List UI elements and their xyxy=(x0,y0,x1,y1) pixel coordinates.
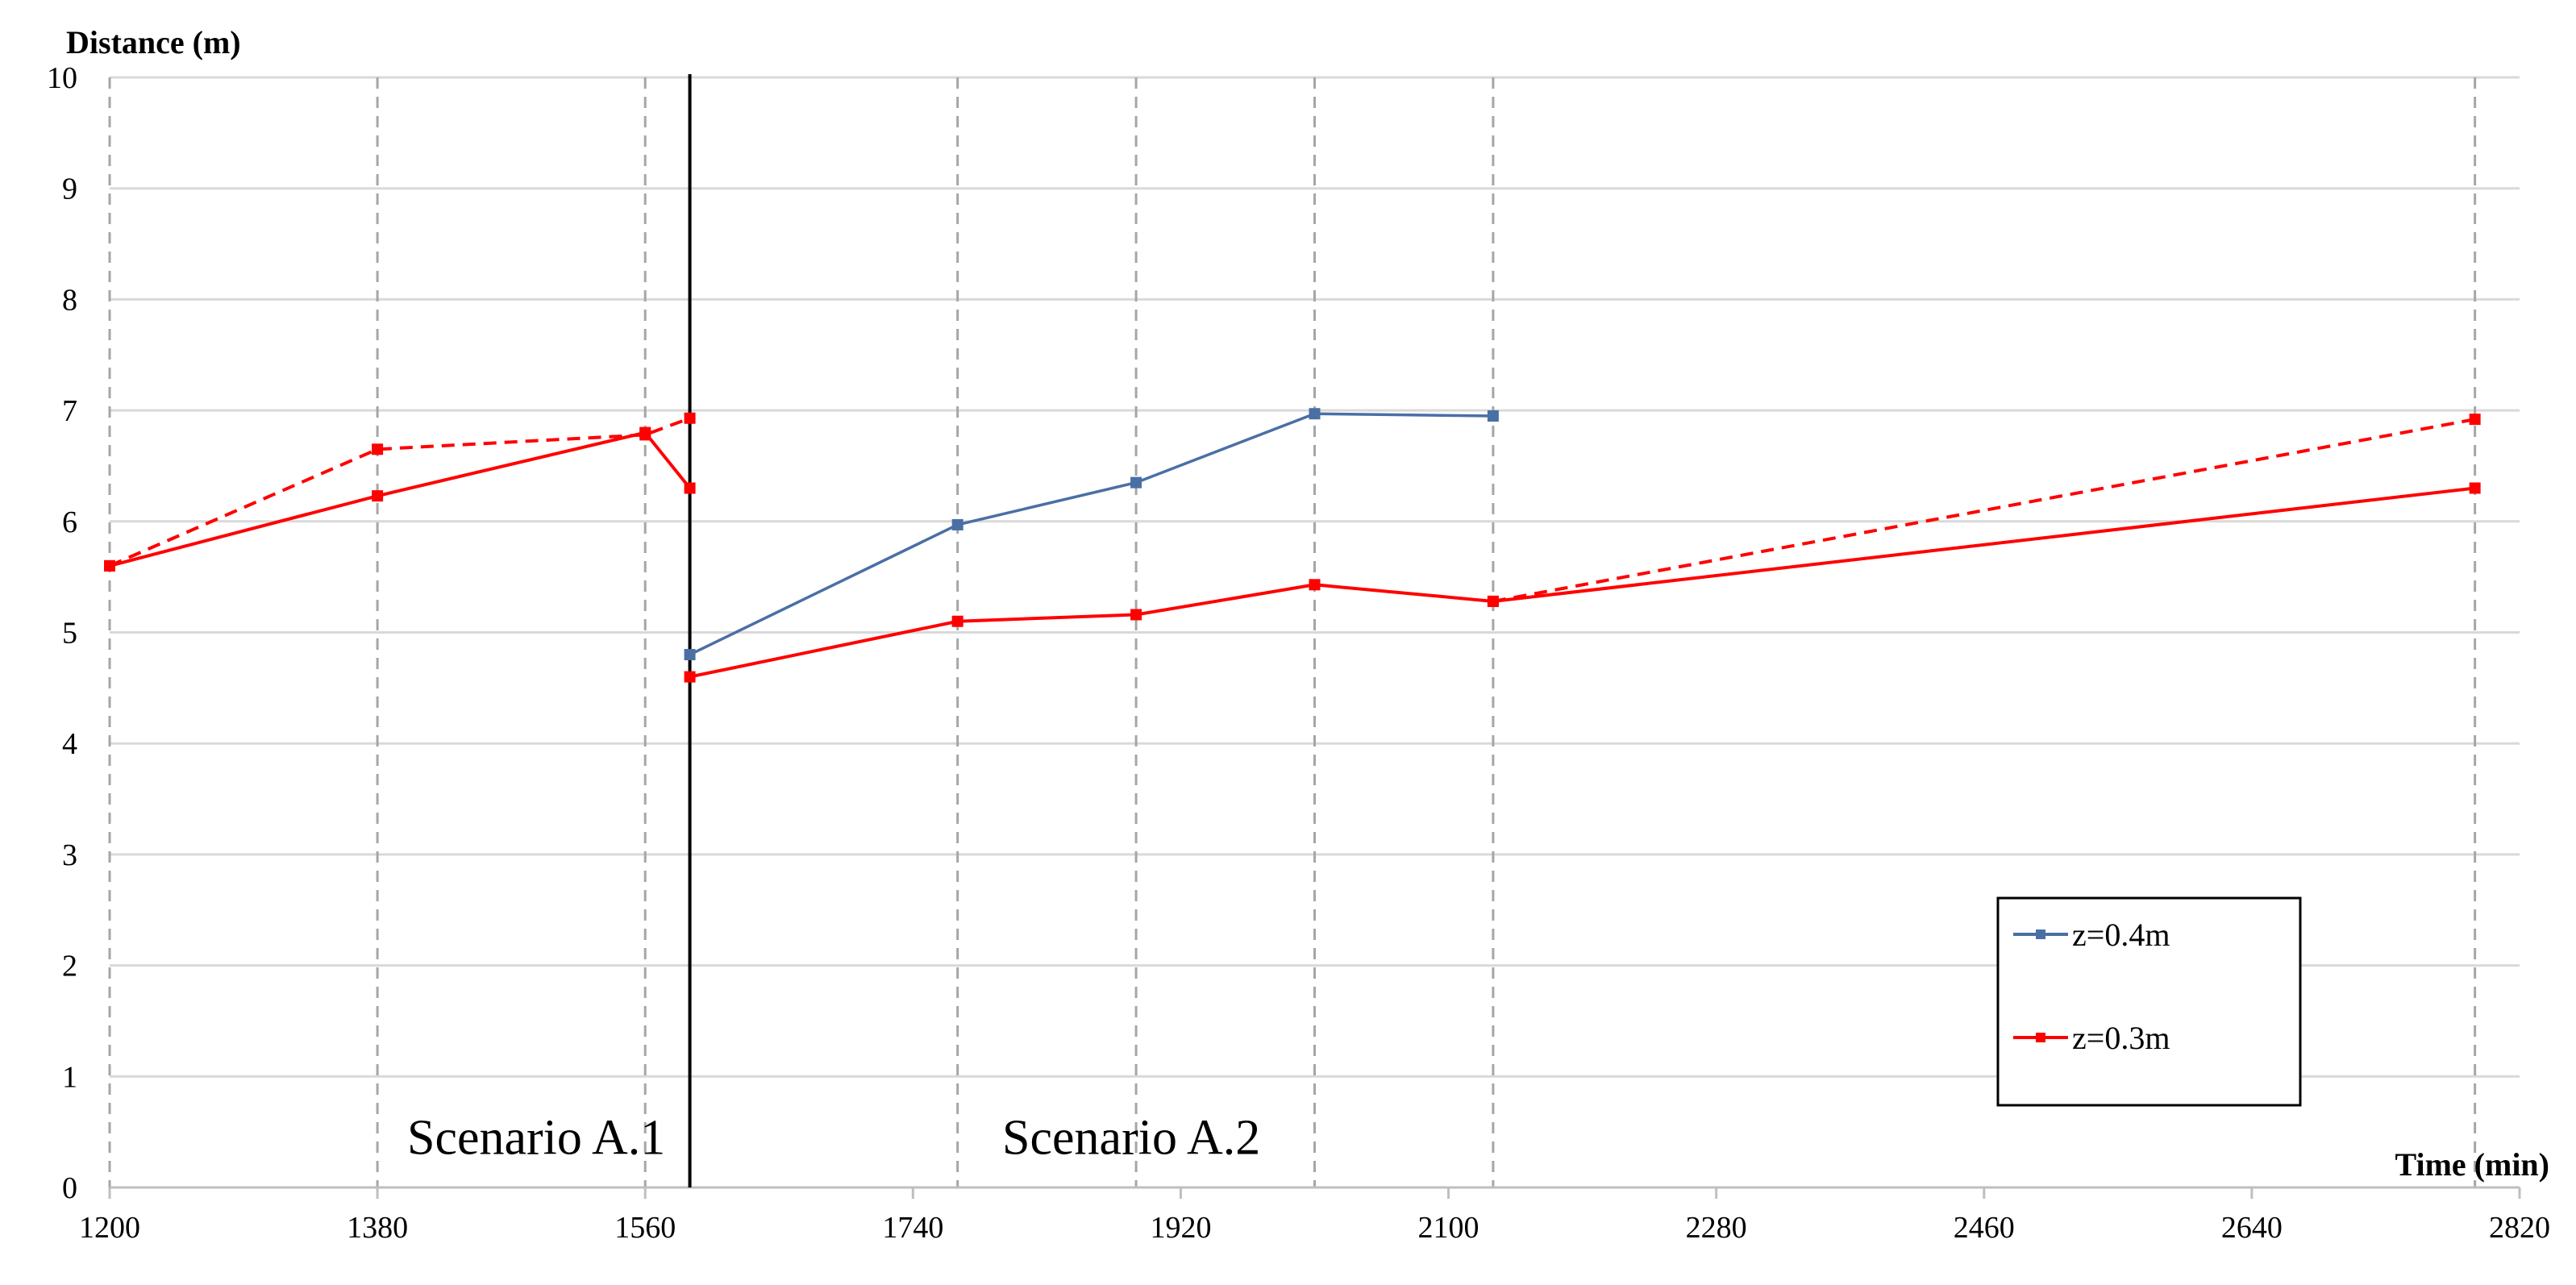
y-tick-label: 5 xyxy=(62,617,77,651)
legend: z=0.4m z=0.3m xyxy=(1996,896,2302,1107)
data-point-marker xyxy=(2469,414,2481,426)
x-tick-label: 1200 xyxy=(79,1211,140,1245)
y-tick-label: 4 xyxy=(62,727,77,761)
grid-layer xyxy=(108,76,2520,1187)
scenario-label: Scenario A.2 xyxy=(1002,1111,1260,1166)
x-tick-label: 1920 xyxy=(1150,1211,1211,1245)
y-tick-label: 3 xyxy=(62,838,77,872)
x-tick-label: 2280 xyxy=(1686,1211,1747,1245)
x-tick-label: 1560 xyxy=(614,1211,676,1245)
x-tick-label: 2100 xyxy=(1418,1211,1479,1245)
x-tick-label: 1380 xyxy=(347,1211,408,1245)
data-point-marker xyxy=(2469,482,2481,494)
data-point-marker xyxy=(684,671,696,683)
data-point-marker xyxy=(1309,579,1321,591)
y-tick-label: 0 xyxy=(62,1171,77,1205)
data-point-marker xyxy=(1130,609,1142,621)
series-line-1 xyxy=(109,430,2475,679)
legend-swatch-marker xyxy=(2036,1033,2045,1042)
legend-box xyxy=(1996,896,2302,1107)
data-point-marker xyxy=(104,559,115,572)
y-tick-label: 9 xyxy=(62,173,77,206)
y-tick-label: 1 xyxy=(62,1060,77,1094)
data-point-marker xyxy=(1487,595,1499,607)
data-point-marker xyxy=(1309,408,1321,420)
data-point-marker xyxy=(684,482,696,494)
y-tick-label: 10 xyxy=(47,61,77,95)
series-layer xyxy=(104,408,2481,683)
data-point-marker xyxy=(639,429,651,441)
series-line-2 xyxy=(109,416,691,568)
y-tick-label: 8 xyxy=(62,283,77,317)
data-point-marker xyxy=(1130,476,1142,489)
axis-layer: 1200 1380 1560 1740 1920 2100 2280 2460 2640 2820… xyxy=(47,61,2550,1245)
data-point-marker xyxy=(684,412,696,424)
legend-swatch-marker xyxy=(2036,929,2045,939)
x-axis-title: Time (min) xyxy=(2395,1146,2549,1183)
legend-label: z=0.3m xyxy=(2072,1020,2170,1056)
data-point-marker xyxy=(372,490,384,502)
data-point-marker xyxy=(372,443,384,455)
legend-label: z=0.4m xyxy=(2072,917,2170,953)
y-tick-label: 7 xyxy=(62,394,77,428)
data-point-marker xyxy=(1487,410,1499,422)
text-layer: Distance (m) Time (min) Scenario A.1 Scen… xyxy=(66,24,2549,1183)
x-tick-label: 2640 xyxy=(2221,1211,2283,1245)
x-tick-label: 2460 xyxy=(1954,1211,2015,1245)
data-point-marker xyxy=(951,615,963,627)
y-tick-label: 6 xyxy=(62,505,77,539)
scenario-label: Scenario A.1 xyxy=(407,1111,665,1166)
data-point-marker xyxy=(951,518,963,530)
x-tick-label: 2820 xyxy=(2489,1211,2550,1245)
y-tick-label: 2 xyxy=(62,950,77,984)
data-point-marker xyxy=(684,649,696,661)
x-tick-label: 1740 xyxy=(882,1211,943,1245)
y-axis-title: Distance (m) xyxy=(66,24,241,60)
